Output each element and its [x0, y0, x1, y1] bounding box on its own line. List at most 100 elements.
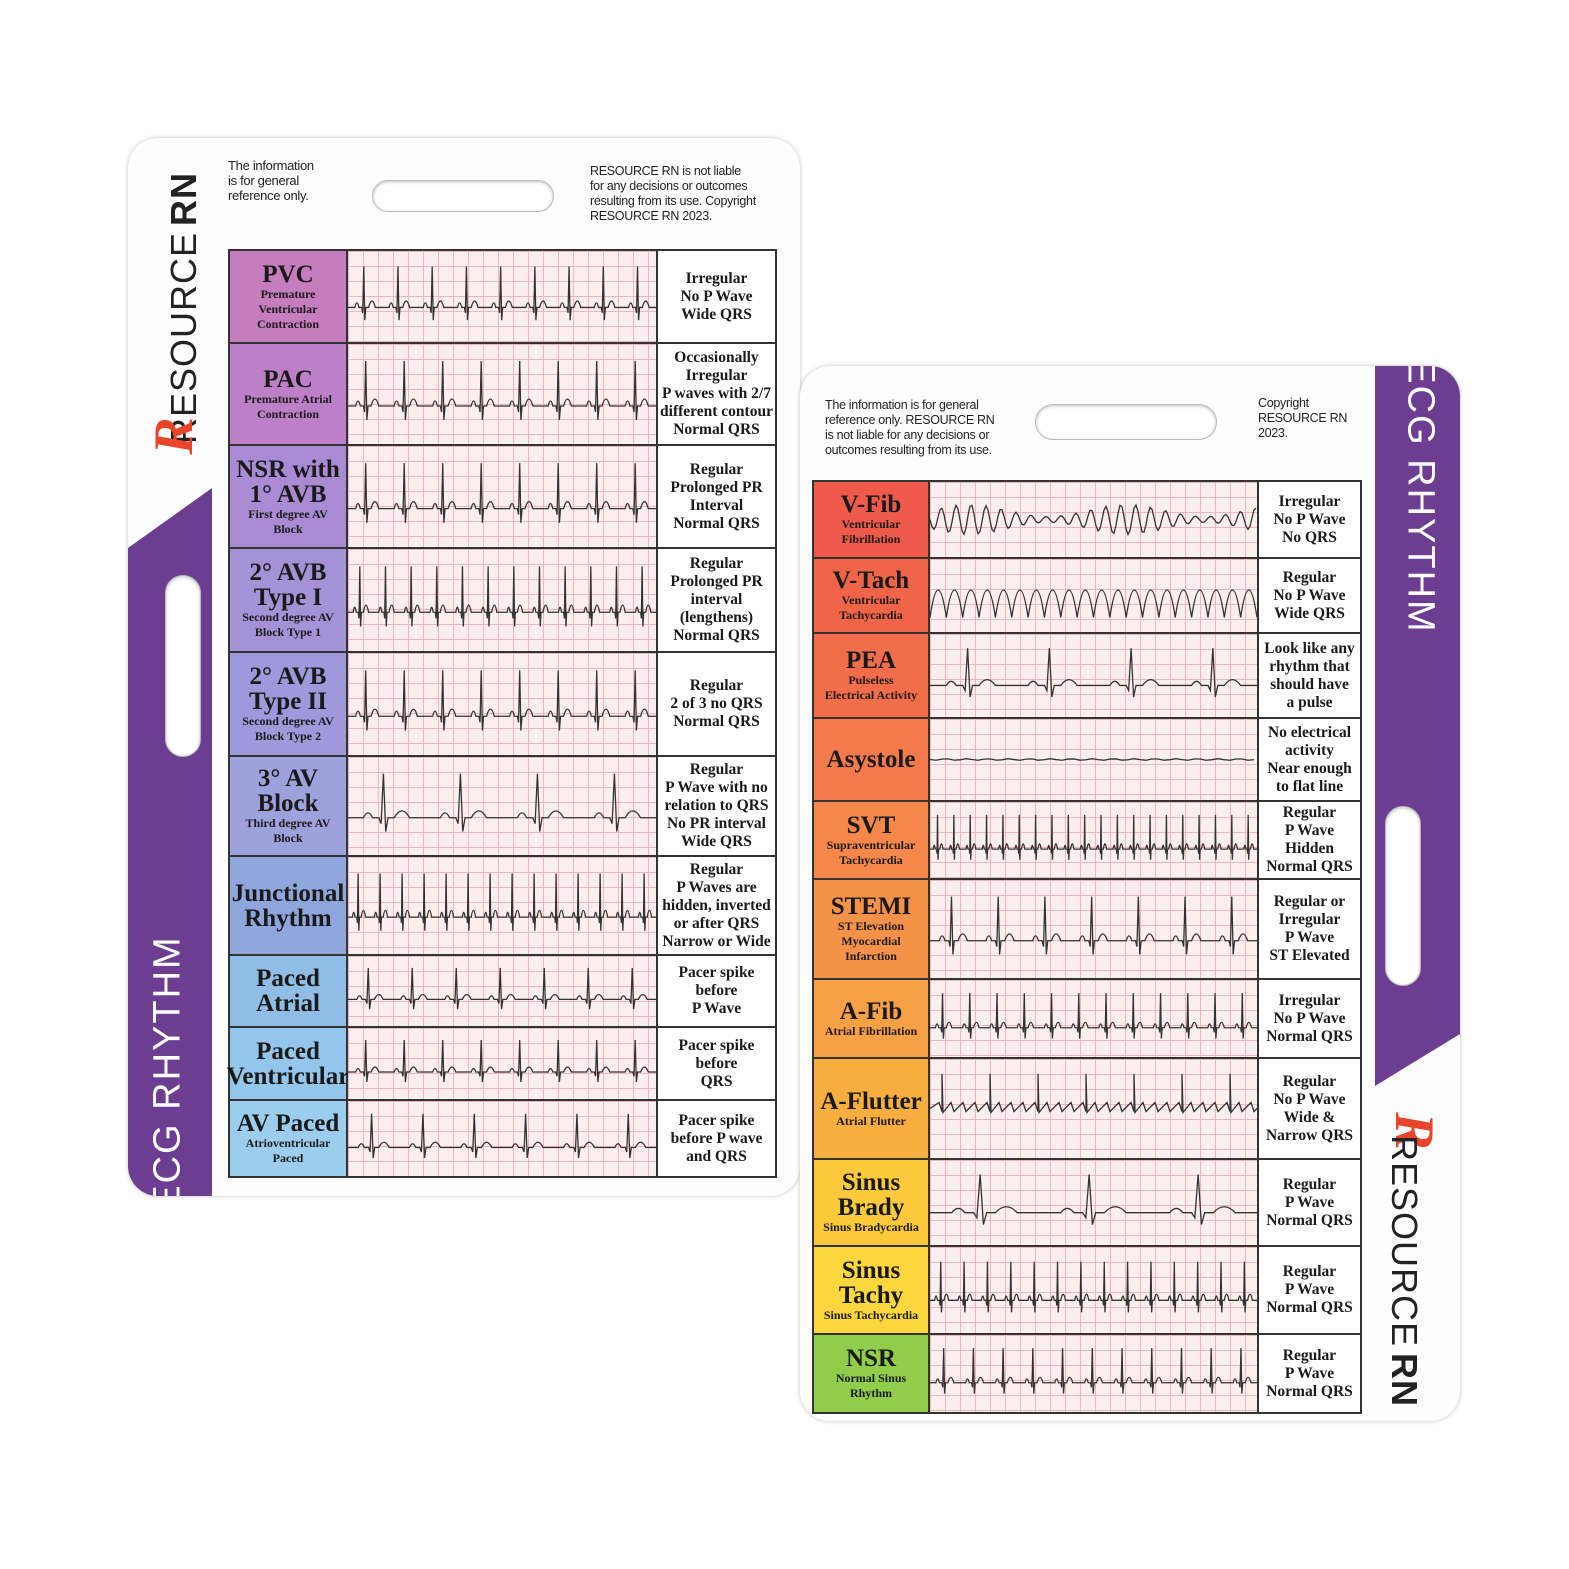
table-row: PEA Pulseless Electrical Activity Look like…: [814, 634, 1360, 719]
rhythm-subtitle: Tachycardia: [839, 852, 903, 867]
ecg-strip: [348, 1028, 658, 1099]
rhythm-description: No P Wave: [1273, 1090, 1346, 1108]
brand-text: RESOURCE: [163, 231, 204, 445]
rhythm-subtitle: Atrial Fibrillation: [824, 1023, 918, 1038]
rhythm-subtitle: Pulseless: [848, 673, 894, 687]
ecg-trace: [348, 670, 656, 731]
rhythm-subtitle: Supraventricular: [826, 837, 916, 852]
rhythm-description: before: [695, 1054, 738, 1072]
ecg-strip: [930, 880, 1259, 978]
ecg-strip: [930, 802, 1259, 878]
disclaimer-line: resulting from its use. Copyright: [590, 194, 756, 208]
rhythm-description: before: [695, 982, 738, 999]
rhythm-description: Normal QRS: [673, 713, 760, 730]
rhythm-description: Near enough: [1267, 759, 1352, 777]
rhythm-description: QRS: [700, 1072, 733, 1090]
ecg-trace: [348, 360, 656, 421]
rhythm-description: P waves with 2/7: [662, 385, 771, 402]
rhythm-description-cell: Regular P Wave with no relation to QRS No P…: [658, 757, 775, 855]
rhythm-subtitle: Ventricular: [841, 593, 901, 607]
ecg-strip: [348, 251, 658, 342]
rhythm-description: Normal QRS: [673, 514, 760, 532]
table-row: A-Fib Atrial Fibrillation Irregular No P Wa…: [814, 980, 1360, 1059]
ecg-trace: [348, 266, 656, 321]
rhythm-description: Narrow QRS: [1265, 1126, 1354, 1144]
rhythm-subtitle: Premature Atrial: [244, 391, 332, 406]
rhythm-description: Wide QRS: [681, 305, 752, 323]
rhythm-name: 2° AVB: [249, 559, 327, 586]
rhythm-description: No P Wave: [1273, 586, 1346, 604]
ecg-trace: [930, 814, 1257, 860]
rhythm-description: Pacer spike: [678, 964, 755, 981]
rhythm-name: NSR with: [236, 455, 340, 483]
ecg-trace: [930, 993, 1257, 1039]
rhythm-name: V-Tach: [832, 567, 910, 594]
rhythm-name: V-Fib: [840, 491, 902, 518]
ecg-strip: [348, 344, 658, 444]
rhythm-name: Ventricular: [226, 1062, 350, 1090]
logo: R: [143, 417, 205, 455]
disclaimer-line: outcomes resulting from its use.: [825, 443, 992, 457]
rhythm-subtitle: Block: [273, 521, 303, 536]
table-row: SVT Supraventricular Tachycardia Regular P W…: [814, 802, 1360, 880]
disclaimer-line: RESOURCE RN: [1258, 411, 1348, 425]
disclaimer-line: is for general: [228, 173, 299, 188]
rhythm-description: Wide QRS: [681, 833, 752, 850]
slot: [1385, 806, 1421, 986]
rhythm-name: SVT: [846, 811, 896, 839]
rhythm-name-cell: Sinus Brady Sinus Bradycardia: [814, 1160, 930, 1245]
rhythm-description: 2 of 3 no QRS: [670, 695, 763, 712]
rhythm-name: Atrial: [256, 990, 320, 1017]
disclaimer: RESOURCE RN is not liable for any decisio…: [590, 164, 756, 224]
rhythm-description: No P Wave: [1273, 510, 1346, 528]
rhythm-name-cell: A-Fib Atrial Fibrillation: [814, 980, 930, 1057]
rhythm-description-cell: Regular No P Wave Wide QRS: [1259, 559, 1360, 632]
rhythm-name: Sinus: [841, 1256, 901, 1284]
rhythm-description: ST Elevated: [1269, 947, 1350, 964]
rhythm-description: Pacer spike: [678, 1036, 755, 1054]
rhythm-description: Interval: [689, 496, 744, 514]
rhythm-description: Normal QRS: [1266, 1027, 1353, 1045]
rhythm-description: Irregular: [1278, 991, 1341, 1009]
rhythm-description-cell: Regular P Waves are hidden, inverted or aft…: [658, 857, 775, 954]
rhythm-subtitle: Block: [273, 831, 303, 845]
rhythm-table: V-Fib Ventricular Fibrillation Irregular No …: [812, 480, 1362, 1414]
rhythm-subtitle: Atrial Flutter: [836, 1113, 906, 1128]
brand: RESOURCE RN: [1383, 1135, 1425, 1407]
rhythm-name: Type II: [248, 688, 328, 715]
rhythm-subtitle: Myocardial: [841, 934, 901, 948]
ecg-strip: [348, 446, 658, 547]
disclaimer-line: The information: [228, 158, 314, 173]
rhythm-subtitle: Third degree AV: [245, 816, 331, 830]
rhythm-name-cell: V-Tach Ventricular Tachycardia: [814, 559, 930, 632]
rhythm-name: Rhythm: [244, 904, 332, 932]
rhythm-description: Regular: [689, 677, 744, 694]
rhythm-description: Normal QRS: [1266, 1211, 1353, 1229]
rhythm-name: Brady: [837, 1194, 905, 1221]
rhythm-subtitle: Atrioventricular: [245, 1136, 331, 1150]
rhythm-description-cell: Occasionally Irregular P waves with 2/7 dif…: [658, 344, 775, 444]
rhythm-subtitle: Sinus Bradycardia: [823, 1220, 919, 1234]
rhythm-name: STEMI: [830, 893, 912, 920]
rhythm-name-cell: Paced Atrial: [230, 956, 348, 1026]
rhythm-description: Regular: [1282, 1175, 1337, 1193]
rhythm-description: interval: [690, 591, 743, 608]
ecg-trace: [348, 773, 656, 832]
ecg-strip: [930, 1059, 1259, 1158]
rhythm-subtitle: Second degree AV: [242, 610, 334, 624]
rhythm-subtitle: Electrical Activity: [824, 688, 918, 702]
rhythm-description: activity: [1284, 741, 1335, 759]
rhythm-name: A-Fib: [839, 997, 903, 1025]
rhythm-description: Irregular: [1278, 911, 1341, 928]
ecg-strip: [348, 549, 658, 651]
rhythm-description: Irregular: [685, 269, 748, 287]
table-row: Paced Ventricular Pacer spike before QRS: [226, 1028, 775, 1101]
table-row: Asystole No electrical activity Near enough…: [814, 719, 1360, 802]
ecg-strip: [930, 1335, 1259, 1412]
rhythm-description: relation to QRS: [664, 797, 769, 814]
table-row: V-Fib Ventricular Fibrillation Irregular No …: [814, 482, 1360, 559]
rhythm-description-cell: Regular P Wave Normal QRS: [1259, 1247, 1360, 1333]
brand-text: RESOURCE: [1384, 1134, 1425, 1348]
table-row: STEMI ST Elevation Myocardial Infarction Reg…: [814, 880, 1360, 980]
rhythm-subtitle: Premature: [260, 286, 316, 301]
